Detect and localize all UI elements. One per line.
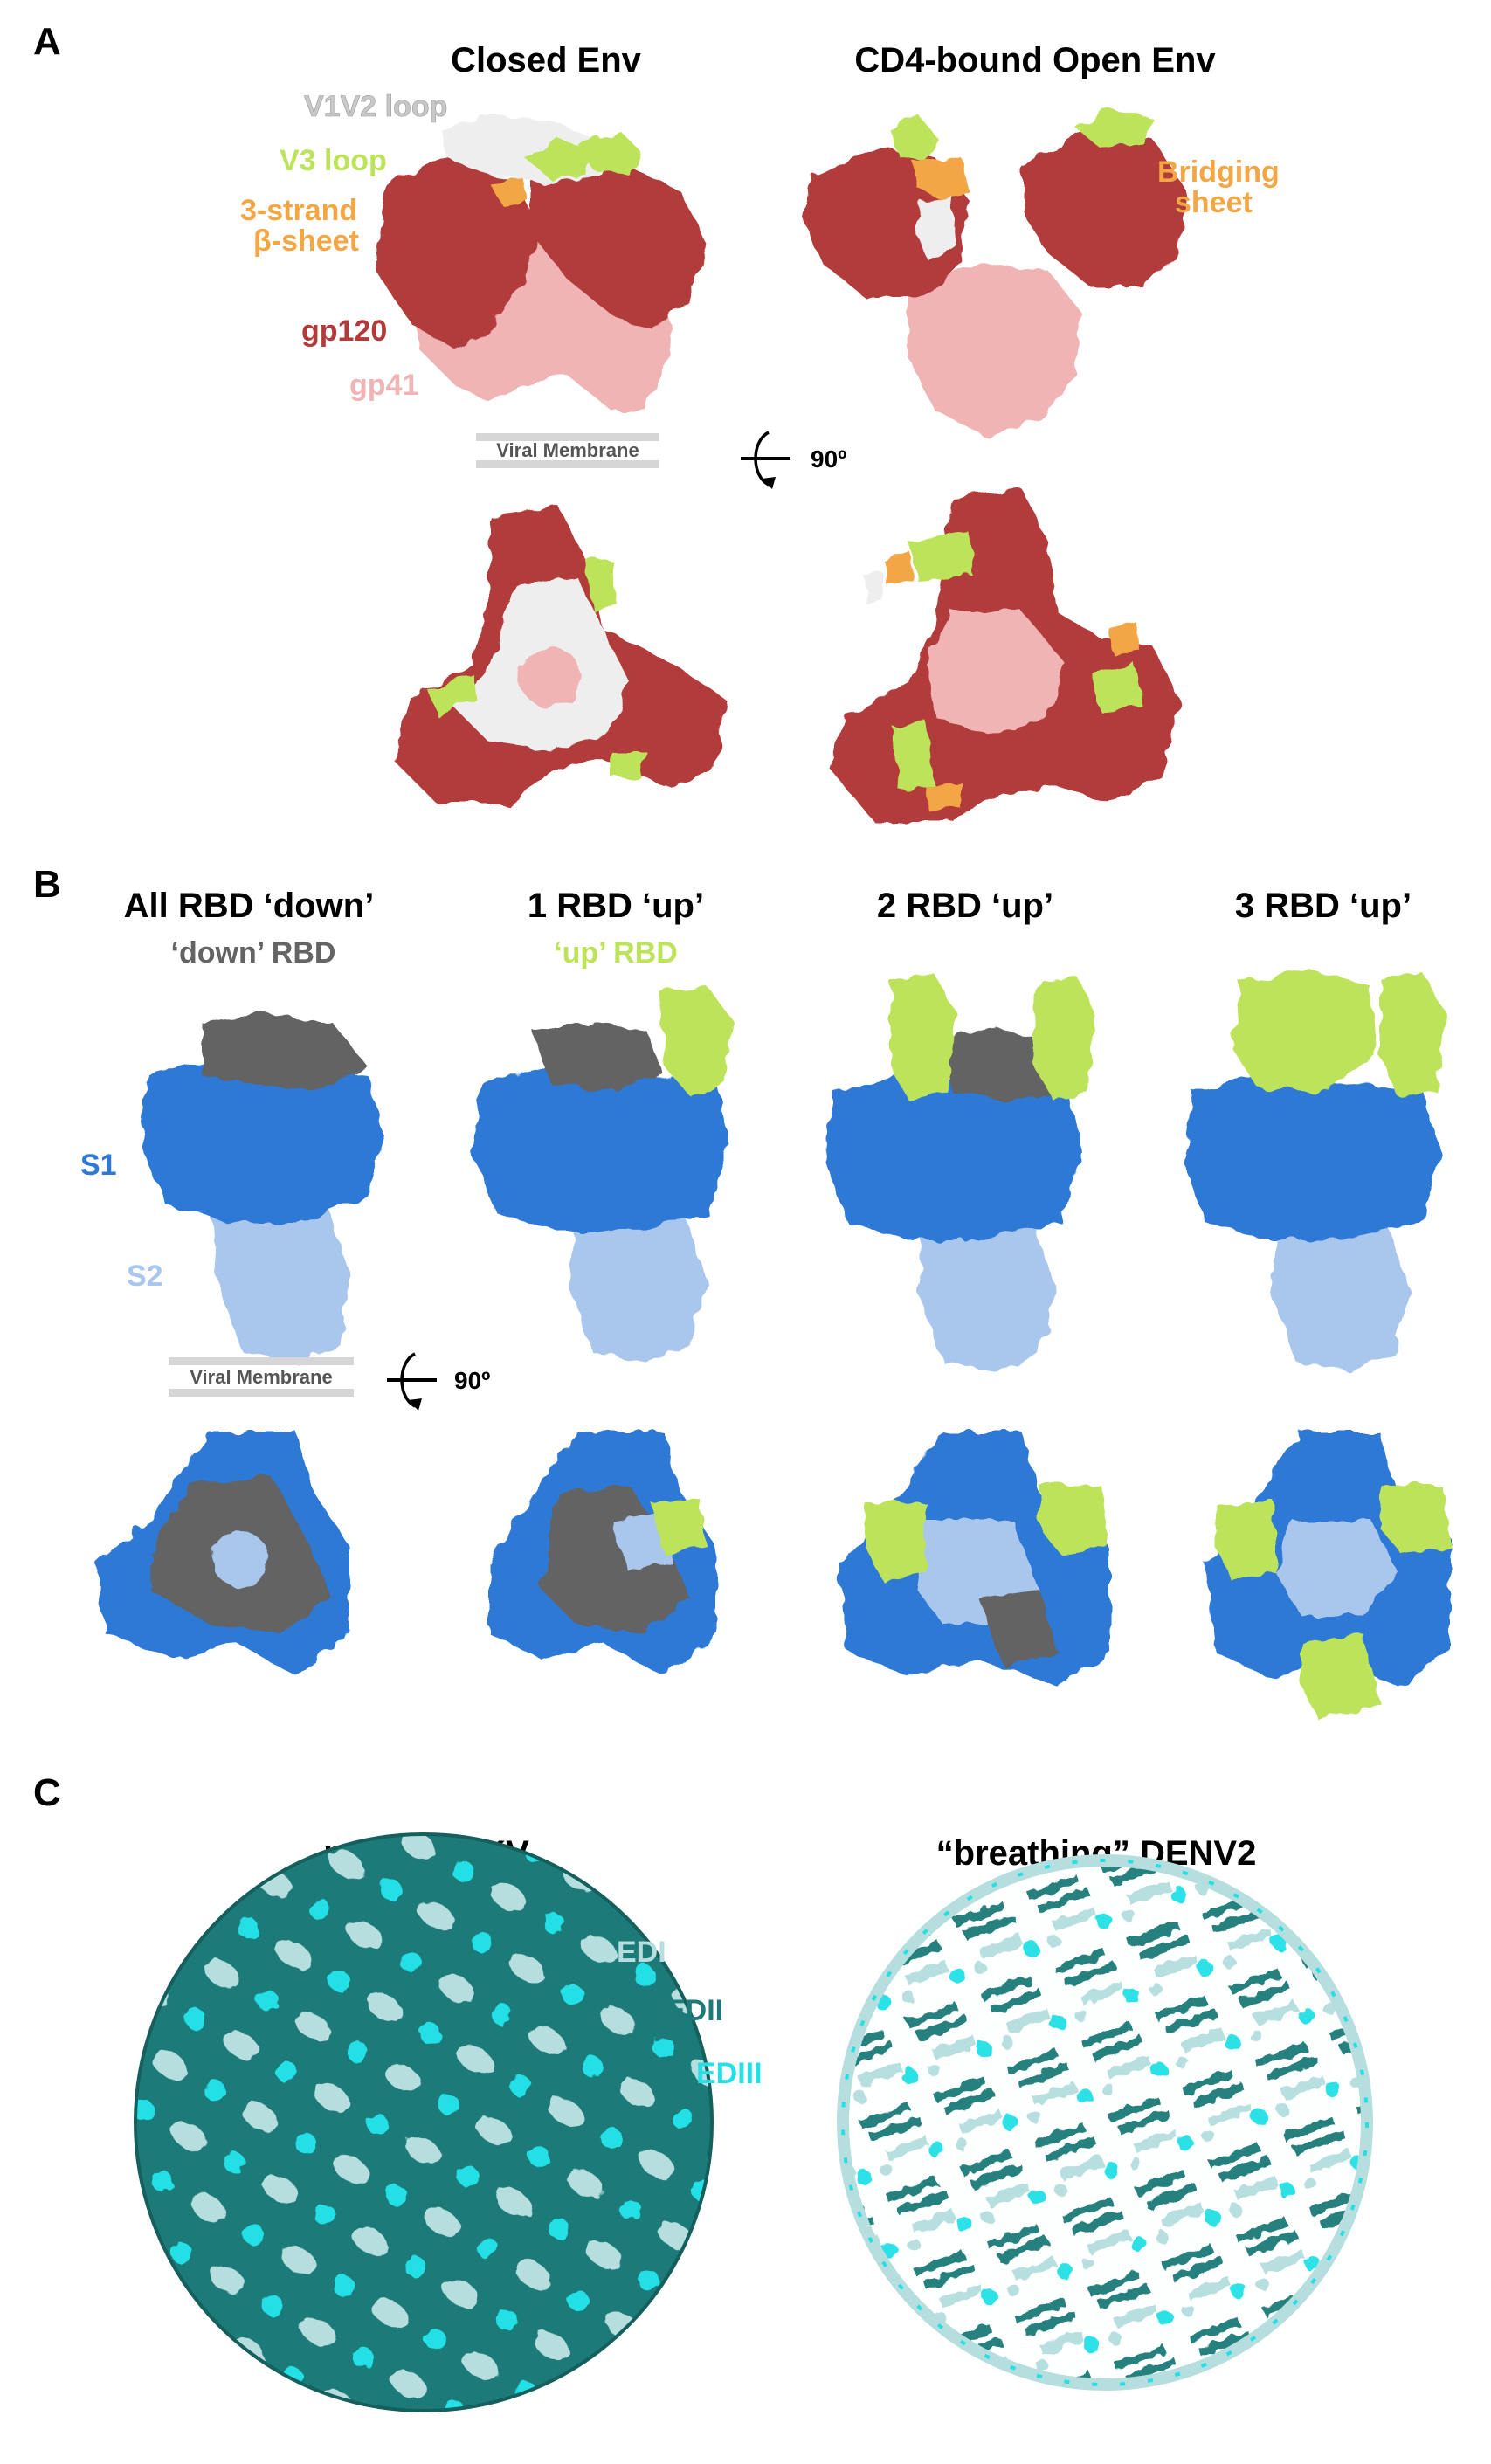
denv2-virion (837, 1854, 1373, 2391)
panel-b-title-2: 1 RBD ‘up’ (528, 887, 704, 925)
membrane-bar-bottom (476, 460, 659, 468)
viral-membrane-label-a: Viral Membrane (496, 439, 639, 461)
beta-sheet-label-line1: 3-strand (240, 194, 357, 227)
rotation-arrow-icon (754, 431, 770, 487)
panel-a-letter: A (33, 20, 61, 63)
membrane-bar-bottom-b (169, 1389, 354, 1397)
panel-a-title-closed: Closed Env (451, 41, 642, 79)
bridging-sheet-label-line2: sheet (1175, 186, 1253, 219)
panel-c-letter: C (33, 1771, 61, 1814)
spike-side-1-up (472, 987, 734, 1363)
s1-label: S1 (80, 1149, 117, 1182)
spike-top-2-up (839, 1432, 1109, 1686)
gp41-label: gp41 (349, 369, 418, 402)
s2-label: S2 (127, 1260, 163, 1293)
rotation-marker-b: 90º (387, 1352, 490, 1411)
spike-side-3-up (1184, 970, 1446, 1371)
beta-sheet-label-line2: β-sheet (253, 224, 359, 258)
viral-membrane-label-b: Viral Membrane (190, 1366, 332, 1388)
down-rbd-label: ‘down’ RBD (171, 936, 336, 970)
v1v2-loop-label: V1V2 loop (304, 90, 447, 123)
panel-b-letter: B (33, 863, 61, 906)
spike-top-1-up (489, 1432, 716, 1677)
spike-top-all-down (96, 1432, 349, 1677)
up-rbd-label: ‘up’ RBD (554, 936, 678, 970)
rotation-label-b: 90º (454, 1367, 490, 1394)
rotation-marker-a: 90º (741, 431, 846, 489)
v3-loop-label: V3 loop (280, 144, 387, 177)
membrane-bar-top (476, 433, 659, 441)
panel-a-title-open: CD4-bound Open Env (854, 41, 1216, 79)
panel-b-title-4: 3 RBD ‘up’ (1235, 887, 1412, 925)
panel-b-title-1: All RBD ‘down’ (124, 887, 375, 925)
open-env-side-view (804, 109, 1188, 437)
spike-side-2-up (825, 974, 1096, 1371)
edii-label: EDII (666, 1994, 723, 2027)
spike-side-all-down (140, 1013, 384, 1363)
zikv-virion (134, 1832, 714, 2412)
spike-top-3-up (1205, 1432, 1450, 1721)
gp120-label: gp120 (301, 314, 387, 348)
panel-b-title-3: 2 RBD ‘up’ (877, 887, 1053, 925)
rotation-arrow-icon-b (400, 1352, 416, 1408)
membrane-bar-top-b (169, 1357, 354, 1365)
closed-env-top-view (393, 507, 725, 804)
bridging-sheet-label-line1: Bridging (1157, 155, 1280, 189)
rotation-label-a: 90º (811, 445, 846, 473)
open-env-top-view (830, 489, 1179, 821)
ediii-label: EDIII (696, 2057, 763, 2090)
closed-env-side-view: Viral Membrane (376, 114, 708, 468)
edi-label: EDI (617, 1936, 666, 1969)
